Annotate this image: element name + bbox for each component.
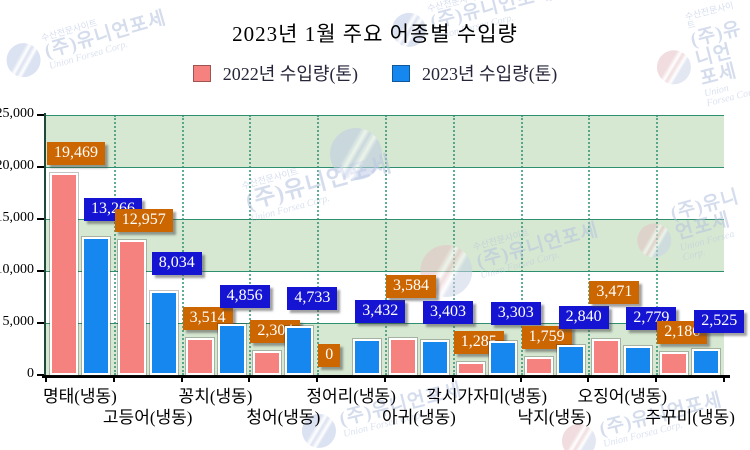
y-axis-tick (37, 374, 44, 376)
x-axis-category-label: 꽁치(냉동) (178, 387, 253, 406)
x-axis-category-label: 고등어(냉동) (102, 408, 193, 427)
gridline-vertical (249, 115, 252, 375)
bar-2023[interactable] (488, 340, 517, 375)
bar-2022[interactable] (50, 172, 78, 375)
y-axis-tick-label: 25,000 (0, 106, 34, 121)
x-axis-tick (180, 377, 183, 382)
value-label-2023: 3,403 (423, 300, 473, 324)
gridline-vertical (317, 115, 320, 375)
legend-item-2022[interactable]: 2022년 수입량(톤) (192, 60, 358, 86)
x-axis-tick (587, 377, 590, 382)
legend-swatch-2023-icon (392, 64, 410, 82)
legend-label-2023: 2023년 수입량(톤) (422, 64, 558, 84)
value-label-2023: 3,303 (490, 301, 541, 325)
chart-title: 2023년 1월 주요 어종별 수입량 (232, 22, 518, 46)
bar-2023[interactable] (285, 325, 314, 375)
value-label-2023: 4,733 (287, 286, 338, 310)
y-axis-tick-label: 0 (27, 366, 34, 381)
bar-2023[interactable] (556, 345, 585, 375)
y-axis-tick (37, 218, 44, 220)
bar-2022[interactable] (592, 338, 621, 375)
y-axis-tick (37, 322, 44, 324)
value-label-2022: 3,584 (386, 275, 436, 299)
legend: 2022년 수입량(톤) 2023년 수입량(톤) (0, 60, 750, 86)
x-axis-tick (248, 377, 251, 382)
bar-2023[interactable] (217, 324, 246, 375)
watermark-tagline: 수산전문사이트 (426, 0, 485, 14)
bar-2022[interactable] (524, 356, 553, 375)
y-axis-tick (37, 270, 44, 272)
y-axis-tick-label: 5,000 (2, 314, 35, 329)
plot-area: 25,000 20,000 15,000 10,000 5,000 0 명태(냉동) 고등어(… (0, 106, 745, 427)
bar-2023[interactable] (624, 346, 653, 375)
y-axis-tick (37, 166, 44, 168)
x-axis-category-label: 오징어(냉동) (577, 387, 668, 406)
gridline-vertical (588, 115, 591, 375)
value-label-2023: 8,034 (151, 252, 202, 276)
legend-label-2022: 2022년 수입량(톤) (222, 64, 358, 84)
x-axis-tick (655, 377, 658, 382)
gridline-vertical (385, 115, 387, 375)
x-axis-category-label: 각시가자미(냉동) (426, 387, 548, 406)
gridline-vertical (113, 115, 116, 375)
bar-2023[interactable] (149, 291, 178, 375)
bar-2023[interactable] (421, 339, 449, 375)
x-axis-category-label: 아귀(냉동) (381, 408, 456, 427)
x-axis-tick (519, 377, 522, 382)
value-label-2023: 3,432 (355, 300, 406, 324)
bar-2023[interactable] (353, 339, 382, 375)
bar-2022[interactable] (389, 337, 417, 375)
value-label-2022: 0 (318, 344, 341, 367)
x-axis-category-label: 정어리(냉동) (306, 387, 396, 406)
value-label-2022: 3,471 (589, 281, 640, 305)
y-axis-tick-label: 10,000 (0, 262, 34, 277)
legend-item-2023[interactable]: 2023년 수입량(톤) (392, 60, 557, 86)
y-axis-tick-label: 20,000 (0, 158, 34, 173)
x-axis-line (42, 375, 730, 378)
value-label-2022: 1,759 (521, 325, 572, 349)
x-axis-category-label: 명태(냉동) (42, 387, 117, 406)
bar-2023[interactable] (692, 348, 721, 375)
value-label-2023: 2,840 (558, 306, 609, 330)
gridline-vertical (520, 115, 523, 375)
bar-2022[interactable] (185, 338, 214, 375)
x-axis-tick (316, 377, 319, 382)
legend-swatch-2022-icon (192, 64, 211, 82)
bar-2022[interactable] (660, 352, 689, 375)
y-axis-tick-label: 15,000 (0, 210, 34, 225)
x-axis-tick (723, 377, 725, 382)
value-label-2023: 2,525 (694, 309, 745, 333)
x-axis-tick (384, 377, 386, 382)
value-label-2023: 4,856 (219, 285, 270, 309)
gridline-vertical (181, 115, 184, 375)
x-axis-tick (45, 377, 47, 382)
x-axis-tick (451, 377, 454, 382)
x-axis-category-label: 주꾸미(냉동) (645, 408, 735, 427)
bar-2022[interactable] (456, 361, 485, 375)
value-label-2022: 12,957 (114, 209, 173, 233)
y-axis-line (44, 113, 46, 378)
x-axis-tick (112, 377, 115, 382)
bar-2022[interactable] (253, 351, 282, 375)
value-label-2022: 19,469 (47, 141, 105, 165)
bar-2022[interactable] (117, 240, 146, 375)
y-axis-tick (37, 114, 44, 116)
bar-2023[interactable] (82, 237, 110, 375)
